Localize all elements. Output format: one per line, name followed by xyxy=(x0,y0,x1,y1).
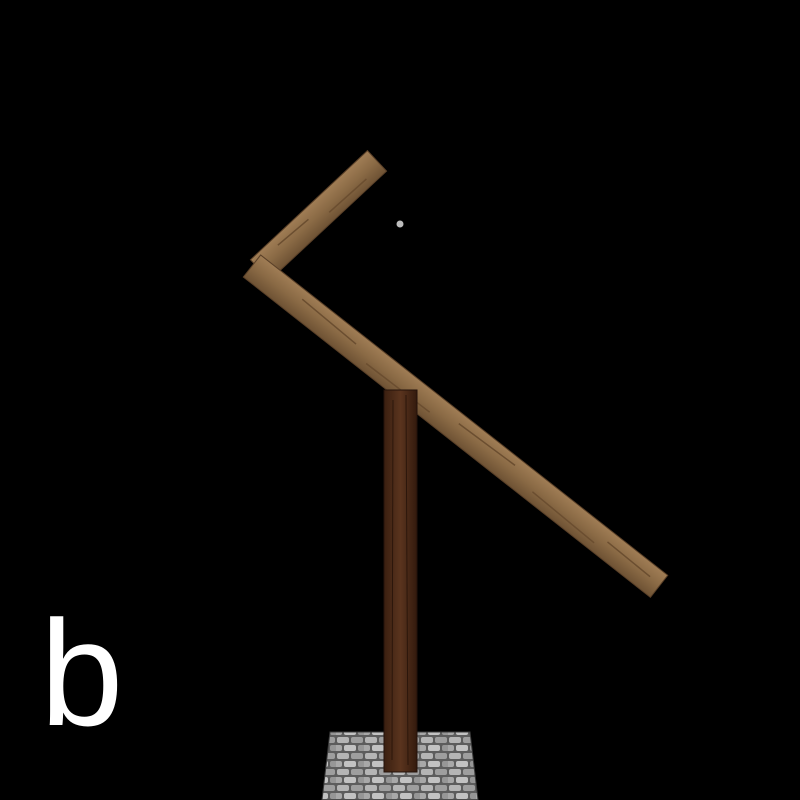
plank-short-arm xyxy=(249,149,388,281)
panel-label: b xyxy=(40,589,124,757)
plank-long-arm xyxy=(242,254,669,599)
wooden-post xyxy=(383,389,418,773)
pivot-marker xyxy=(396,220,404,228)
